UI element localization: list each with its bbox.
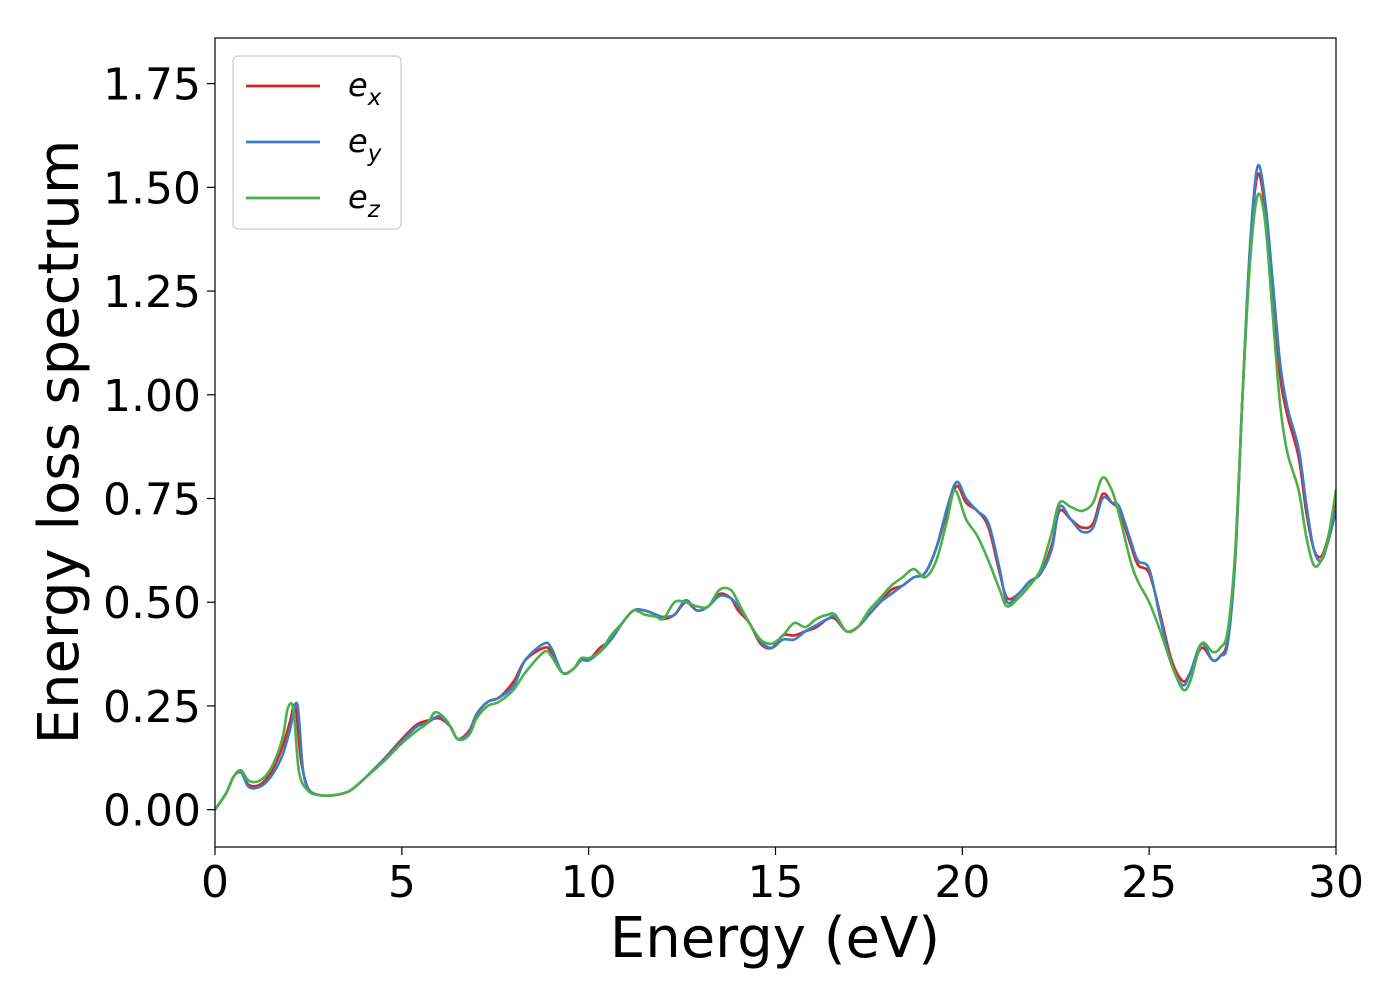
x-tick-label: 0 [201,857,229,908]
legend-label: ey [348,122,382,167]
plot-area [215,38,1336,847]
legend-label-subscript: x [367,85,382,111]
x-tick-label: 15 [748,857,804,908]
x-tick-label: 10 [561,857,617,908]
x-axis: 0 5 10 15 20 25 30 [201,847,1364,908]
y-tick-label: 0.00 [103,786,201,837]
legend-label-subscript: z [367,197,381,223]
x-tick-label: 5 [388,857,416,908]
legend-label-base: e [348,66,368,104]
legend-label: ex [348,66,382,111]
y-tick-label: 0.25 [103,682,201,733]
y-tick-label: 1.00 [103,371,201,422]
x-tick-label: 25 [1121,857,1177,908]
y-tick-label: 0.75 [103,475,201,526]
y-tick-label: 1.75 [103,60,201,111]
x-tick-label: 20 [934,857,990,908]
x-axis-label: Energy (eV) [610,906,940,971]
legend-label-subscript: y [367,141,382,167]
y-axis-label: Energy loss spectrum [27,140,92,745]
x-tick-label: 30 [1308,857,1364,908]
series-line-e-x [215,172,1336,811]
y-tick-label: 0.50 [103,578,201,629]
legend-label-base: e [348,122,368,160]
series-layer [215,163,1336,811]
legend-label: ez [348,178,381,223]
y-tick-label: 1.25 [103,267,201,318]
legend-label-base: e [348,178,368,216]
series-line-e-z [215,192,1336,811]
y-axis: 0.00 0.25 0.50 0.75 1.00 1.25 1.50 1.75 [103,60,215,837]
y-tick-label: 1.50 [103,163,201,214]
